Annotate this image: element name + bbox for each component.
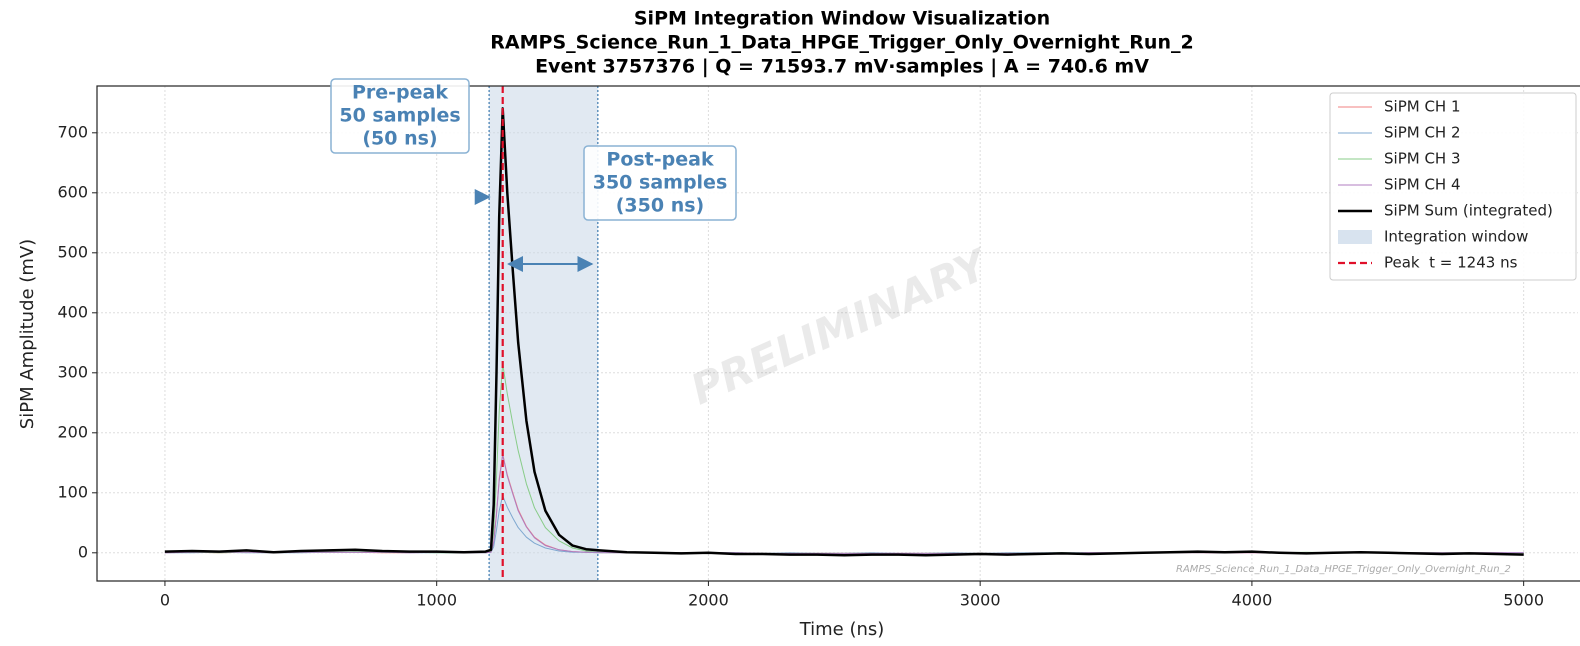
x-tick-label: 5000 <box>1503 591 1544 610</box>
annotation-box <box>330 78 470 154</box>
y-tick-label: 600 <box>57 182 88 201</box>
legend-label: SiPM CH 4 <box>1384 176 1461 194</box>
annotation-text: (350 ns) <box>616 195 704 217</box>
annotation-text: Post-peak <box>606 149 714 171</box>
legend-box <box>1329 92 1577 281</box>
legend-label: SiPM CH 2 <box>1384 124 1461 142</box>
x-tick-label: 2000 <box>688 591 729 610</box>
chart-title: SiPM Integration Window Visualization <box>634 8 1050 30</box>
annotation-text: 50 samples <box>339 105 460 127</box>
legend-swatch <box>1338 230 1372 244</box>
y-tick-label: 300 <box>57 362 88 381</box>
chart-subtitle: RAMPS_Science_Run_1_Data_HPGE_Trigger_On… <box>490 32 1193 54</box>
y-axis-label: SiPM Amplitude (mV) <box>17 239 38 429</box>
y-tick-label: 100 <box>57 482 88 501</box>
legend-label: SiPM CH 3 <box>1384 150 1461 168</box>
y-tick-label: 700 <box>57 122 88 141</box>
x-tick-label: 4000 <box>1232 591 1273 610</box>
axes-frame <box>96 85 1580 582</box>
series-line <box>164 454 1524 554</box>
y-tick-label: 0 <box>78 542 88 561</box>
y-tick-label: 400 <box>57 302 88 321</box>
x-tick-label: 1000 <box>416 591 457 610</box>
chart-subtitle: Event 3757376 | Q = 71593.7 mV·samples |… <box>535 56 1149 78</box>
annotation-text: (50 ns) <box>362 128 437 150</box>
integration-window <box>489 86 598 581</box>
y-tick-label: 500 <box>57 242 88 261</box>
footer-note: RAMPS_Science_Run_1_Data_HPGE_Trigger_On… <box>1176 564 1511 575</box>
legend-label: SiPM Sum (integrated) <box>1384 202 1553 220</box>
x-tick-label: 3000 <box>960 591 1001 610</box>
annotation-text: 350 samples <box>593 172 728 194</box>
x-axis-label: Time (ns) <box>799 619 885 640</box>
legend-label: Integration window <box>1384 228 1528 246</box>
watermark: PRELIMINARY <box>683 239 997 415</box>
legend-label: SiPM CH 1 <box>1384 98 1461 116</box>
series-line <box>164 107 1524 557</box>
series-line <box>164 495 1524 554</box>
series-line <box>164 363 1524 555</box>
annotation-text: Pre-peak <box>352 82 448 104</box>
y-tick-label: 200 <box>57 422 88 441</box>
series-line <box>164 453 1524 554</box>
annotation-box <box>583 145 737 221</box>
legend-label: Peak t = 1243 ns <box>1384 254 1518 272</box>
x-tick-label: 0 <box>160 591 170 610</box>
